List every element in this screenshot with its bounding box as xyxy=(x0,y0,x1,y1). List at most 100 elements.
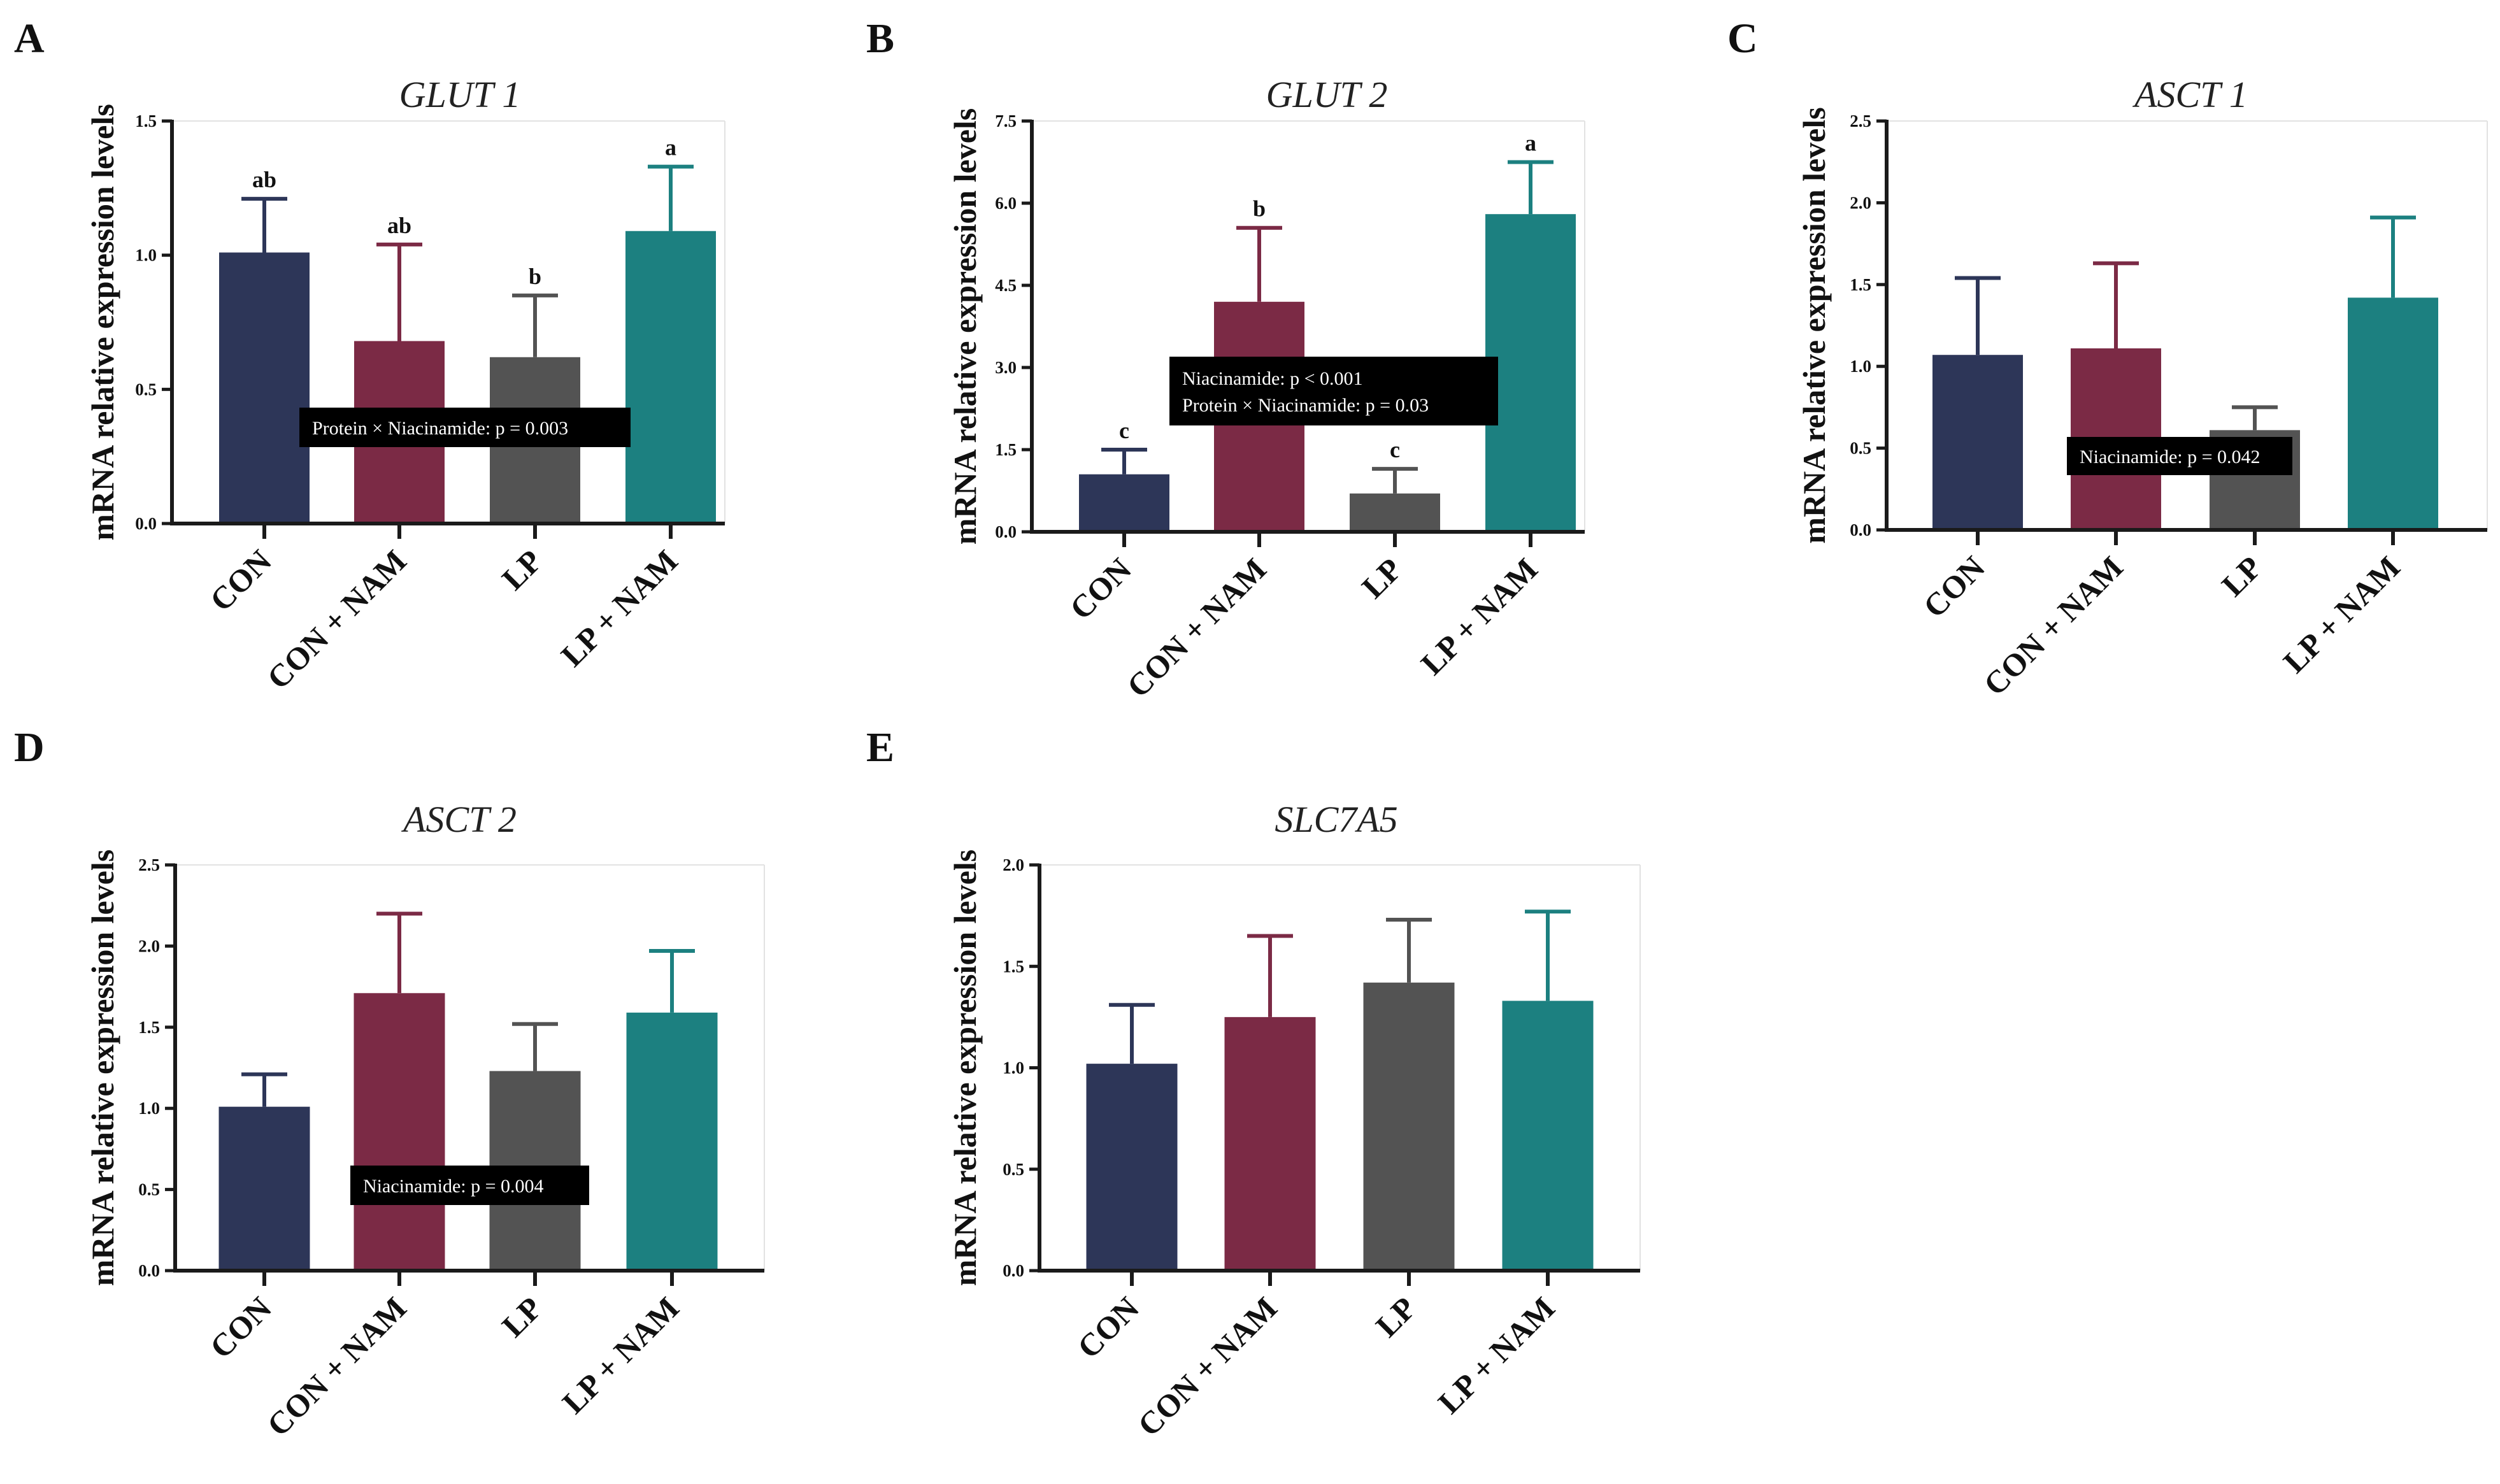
y-tick-label: 1.0 xyxy=(138,1099,160,1118)
chart-title: ASCT 2 xyxy=(401,799,517,840)
y-tick-label: 1.0 xyxy=(1003,1059,1024,1078)
bar xyxy=(626,1012,718,1271)
bar xyxy=(1485,214,1576,532)
stat-annotation-text: Protein × Niacinamide: p = 0.03 xyxy=(1182,395,1429,416)
y-axis-label: mRNA relative expression levels xyxy=(85,850,120,1287)
chart-title: GLUT 2 xyxy=(1266,74,1388,115)
y-tick-label: 1.5 xyxy=(995,440,1017,459)
y-tick-label: 0.0 xyxy=(1003,1261,1024,1280)
y-tick-label: 0.5 xyxy=(135,380,157,399)
panel-E: E SLC7A5 mRNA relative expression levels 0.… xyxy=(866,724,1641,1443)
bar xyxy=(1086,1064,1178,1271)
x-tick-label: LP xyxy=(495,1290,549,1344)
panel-letter: B xyxy=(866,15,894,62)
y-tick-label: 0.5 xyxy=(1003,1160,1024,1179)
y-tick-label: 1.5 xyxy=(135,111,157,131)
x-tick-label: LP + NAM xyxy=(1414,551,1545,681)
significance-letter: c xyxy=(1390,437,1400,462)
x-tick-label: LP + NAM xyxy=(1431,1290,1562,1420)
bar xyxy=(625,231,716,524)
bar xyxy=(2348,297,2438,530)
y-tick-label: 2.0 xyxy=(138,936,160,955)
bar xyxy=(354,993,445,1271)
panel-letter: A xyxy=(14,15,45,62)
y-axis-label: mRNA relative expression levels xyxy=(947,850,983,1287)
significance-letter: ab xyxy=(252,167,276,192)
bar xyxy=(1079,474,1169,532)
bar xyxy=(1932,355,2023,530)
x-tick-label: CON xyxy=(1917,549,1992,624)
stat-annotation: Niacinamide: p = 0.042 xyxy=(2067,437,2292,475)
x-tick-label: CON + NAM xyxy=(260,543,413,696)
bar xyxy=(1363,982,1455,1271)
x-tick-label: LP xyxy=(2215,549,2269,603)
y-tick-label: 2.0 xyxy=(1003,855,1024,874)
chart-title: ASCT 1 xyxy=(2132,74,2248,115)
stat-annotation-text: Niacinamide: p = 0.004 xyxy=(363,1176,544,1197)
stat-annotation: Niacinamide: p = 0.004 xyxy=(350,1166,589,1205)
x-tick-label: LP + NAM xyxy=(2276,549,2407,680)
y-tick-label: 2.5 xyxy=(138,855,160,874)
y-tick-label: 1.0 xyxy=(135,246,157,265)
x-tick-label: CON + NAM xyxy=(1120,551,1273,704)
x-tick-label: CON xyxy=(203,1290,278,1365)
y-axis-label: mRNA relative expression levels xyxy=(947,108,983,545)
significance-letter: a xyxy=(1525,131,1536,156)
chart-title: SLC7A5 xyxy=(1275,799,1397,840)
panel-letter: C xyxy=(1727,15,1758,62)
bar xyxy=(1502,1001,1594,1271)
x-tick-label: CON xyxy=(1063,551,1138,626)
y-tick-label: 0.5 xyxy=(138,1180,160,1199)
bar xyxy=(1350,493,1440,532)
y-tick-label: 7.5 xyxy=(995,111,1017,131)
significance-letter: ab xyxy=(387,213,411,238)
x-tick-label: LP xyxy=(1355,551,1409,605)
stat-annotation-text: Protein × Niacinamide: p = 0.003 xyxy=(312,418,568,439)
stat-annotation-box xyxy=(350,1166,589,1205)
y-axis-label: mRNA relative expression levels xyxy=(1796,107,1832,544)
significance-letter: a xyxy=(665,135,676,161)
y-tick-label: 0.5 xyxy=(1850,439,1871,458)
panel-B: B GLUT 2 mRNA relative expression levels 0.… xyxy=(866,15,1585,704)
stat-annotation-text: Niacinamide: p = 0.042 xyxy=(2080,446,2261,467)
x-tick-label: LP + NAM xyxy=(555,1290,686,1420)
x-tick-label: CON xyxy=(1071,1290,1146,1365)
x-tick-label: CON + NAM xyxy=(1131,1290,1283,1443)
panel-letter: D xyxy=(14,724,45,771)
x-tick-label: CON xyxy=(203,543,278,618)
y-tick-label: 0.0 xyxy=(1850,520,1871,539)
y-tick-label: 1.5 xyxy=(138,1018,160,1037)
bar xyxy=(1224,1017,1316,1271)
y-tick-label: 1.5 xyxy=(1850,275,1871,294)
y-tick-label: 2.0 xyxy=(1850,193,1871,212)
y-tick-label: 0.0 xyxy=(995,522,1017,541)
y-tick-label: 0.0 xyxy=(138,1261,160,1280)
y-tick-label: 2.5 xyxy=(1850,111,1871,131)
stat-annotation: Protein × Niacinamide: p = 0.003 xyxy=(299,408,631,447)
y-tick-label: 0.0 xyxy=(135,514,157,533)
y-tick-label: 1.5 xyxy=(1003,957,1024,976)
significance-letter: b xyxy=(529,264,541,289)
x-tick-label: LP + NAM xyxy=(554,543,685,673)
y-tick-label: 3.0 xyxy=(995,358,1017,377)
stat-annotation-box xyxy=(2067,437,2292,475)
significance-letter: b xyxy=(1253,196,1266,222)
x-tick-label: CON + NAM xyxy=(260,1290,413,1443)
stat-annotation-box xyxy=(299,408,631,447)
panel-A: A GLUT 1 mRNA relative expression levels 0.… xyxy=(14,15,725,696)
bar xyxy=(219,252,310,524)
x-tick-label: LP xyxy=(495,543,549,597)
chart-title: GLUT 1 xyxy=(399,74,521,115)
x-tick-label: CON + NAM xyxy=(1976,549,2129,702)
stat-annotation-text: Niacinamide: p < 0.001 xyxy=(1182,368,1363,389)
stat-annotation-box xyxy=(1169,357,1498,425)
y-tick-label: 1.0 xyxy=(1850,357,1871,376)
y-tick-label: 4.5 xyxy=(995,276,1017,295)
bar xyxy=(218,1106,310,1271)
y-axis-label: mRNA relative expression levels xyxy=(85,104,120,541)
panel-letter: E xyxy=(866,724,894,771)
panel-D: D ASCT 2 mRNA relative expression levels 0.… xyxy=(14,724,765,1443)
significance-letter: c xyxy=(1119,418,1129,443)
stat-annotation: Niacinamide: p < 0.001 Protein × Niacinam… xyxy=(1169,357,1498,425)
